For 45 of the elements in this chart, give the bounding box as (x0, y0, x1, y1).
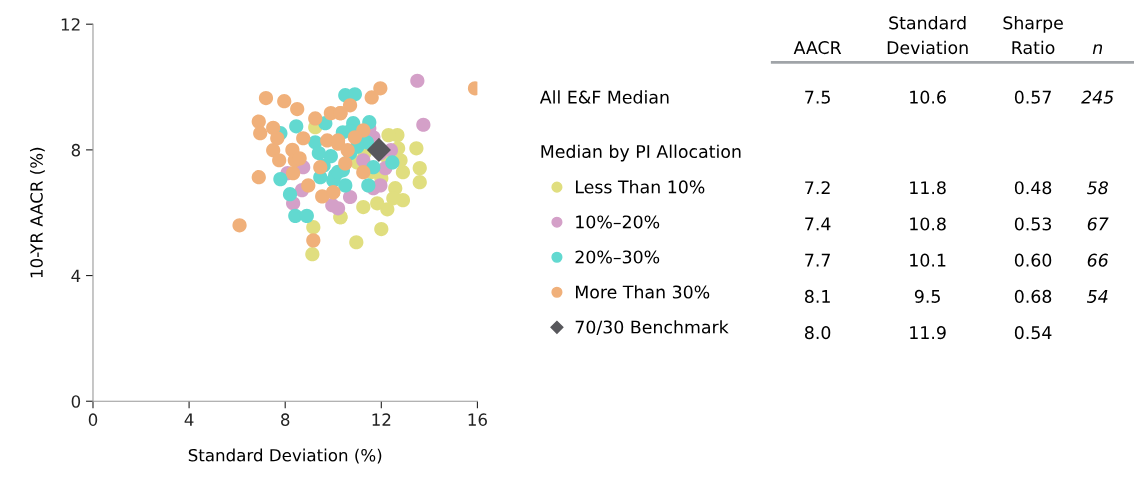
text: 58 (1087, 181, 1108, 195)
y-tick-label: 0 (71, 395, 81, 408)
x-tick-label: 16 (468, 413, 487, 426)
text: 7.5 (805, 90, 830, 104)
text: 8.0 (804, 326, 831, 340)
category-label: Median by PI Allocation (541, 144, 741, 162)
text: 10.1 (910, 253, 946, 267)
category-label: n (1092, 44, 1103, 54)
text: 66 (1087, 253, 1108, 267)
text: 0.68 (1014, 289, 1052, 303)
x-axis-title: Standard Deviation (%) (188, 448, 382, 464)
y-tick-label: 12 (61, 18, 80, 31)
text: 8.1 (804, 289, 830, 303)
x-tick-label: 0 (88, 413, 98, 426)
text: 245 (1081, 90, 1114, 104)
y-axis-title: 10-YR AACR (%) (29, 147, 45, 278)
legend-label: Less Than 10% (576, 180, 705, 194)
y-tick-label: 8 (71, 143, 81, 157)
text: 0.53 (1014, 217, 1052, 231)
x-tick-label: 8 (281, 413, 290, 426)
text: 0.48 (1014, 181, 1052, 195)
text: 11.9 (910, 326, 946, 340)
text: 0.57 (1014, 90, 1051, 104)
legend-label: 20%–30% (575, 250, 660, 264)
text: 7.2 (805, 181, 830, 195)
text: 7.7 (805, 253, 830, 267)
text: 9.5 (914, 289, 940, 303)
text: 0.60 (1014, 253, 1052, 267)
category-label: AACR (793, 41, 842, 55)
text: 10.6 (910, 90, 946, 104)
text: 7.4 (805, 217, 831, 231)
x-tick-label: 12 (372, 413, 391, 426)
legend-label: 10%–20% (576, 215, 660, 229)
category-label: Sharpe Ratio (1003, 15, 1063, 55)
x-tick-label: 4 (184, 413, 194, 426)
text: 10.8 (910, 217, 946, 231)
text: 67 (1087, 217, 1109, 231)
category-label: All E&F Median (539, 90, 669, 104)
text: 11.8 (910, 181, 946, 195)
text: 0.54 (1014, 326, 1052, 340)
text: 54 (1087, 290, 1108, 303)
legend-label: More Than 30% (576, 285, 710, 299)
y-tick-label: 4 (71, 269, 81, 282)
legend-label: 70/30 Benchmark (575, 320, 729, 335)
category-label: Standard Deviation (887, 15, 968, 55)
